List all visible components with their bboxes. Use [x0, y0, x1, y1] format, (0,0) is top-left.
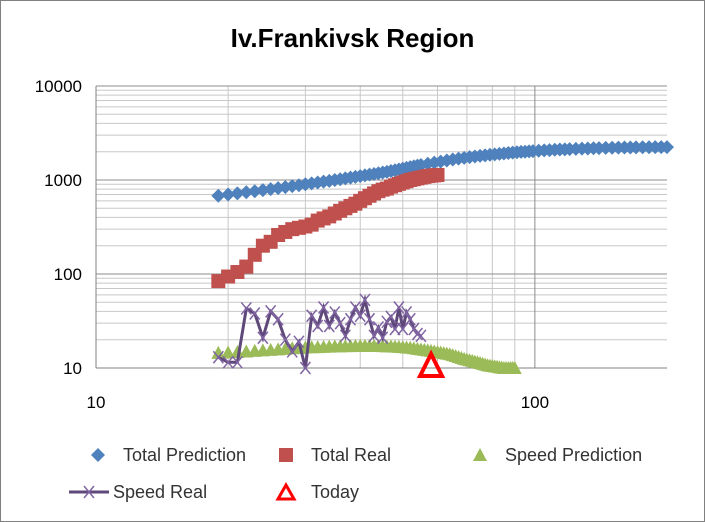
speed-real-point [393, 301, 405, 314]
speed-real-point [249, 307, 261, 320]
speed-real-point [329, 305, 341, 319]
speed-real-point [339, 329, 351, 343]
open-triangle-marker-icon [275, 481, 297, 501]
speed-prediction-point [507, 361, 522, 374]
y-tick-label: 10 [63, 359, 82, 378]
speed-real-point [257, 331, 269, 345]
speed-real-point [286, 344, 298, 358]
y-tick-label: 100 [54, 265, 82, 284]
speed-real-point [354, 309, 366, 323]
speed-real-point [415, 329, 427, 343]
speed-real-point [400, 305, 413, 319]
speed-real-point [240, 301, 252, 315]
speed-real-point [404, 312, 416, 326]
legend-label-total-real: Total Real [311, 444, 392, 465]
speed-real-point [231, 355, 243, 369]
legend-label-today: Today [311, 481, 360, 502]
chart-title: Iv.Frankivsk Region [230, 23, 475, 53]
total-real-point [430, 168, 445, 183]
speed-real-point [299, 361, 311, 375]
total-prediction-point [211, 188, 226, 203]
total-prediction-point [221, 187, 236, 202]
total-prediction-point [247, 184, 262, 199]
legend-label-speed-real: Speed Real [113, 481, 208, 502]
x-tick-label: 100 [521, 393, 549, 412]
speed-real-point [317, 301, 330, 314]
y-tick-label: 1000 [44, 171, 82, 190]
speed-prediction-point [211, 345, 226, 359]
speed-real-point [212, 350, 224, 364]
speed-real-point [368, 329, 380, 343]
speed-real-point [323, 319, 335, 333]
speed-real-point [389, 322, 401, 336]
speed-real-point [334, 316, 346, 330]
today-point [416, 349, 446, 378]
legend-item-total-prediction: Total Prediction [81, 443, 246, 467]
x-tick-label: 10 [87, 393, 106, 412]
total-real-point [239, 259, 254, 274]
speed-real-point [293, 335, 305, 349]
square-marker-icon [279, 448, 293, 462]
triangle-marker-icon [473, 448, 487, 461]
speed-real-point [411, 327, 424, 341]
diamond-marker-icon [91, 448, 105, 462]
speed-prediction-point [221, 345, 236, 359]
speed-real-point [312, 319, 324, 333]
y-tick-label: 10000 [35, 77, 82, 96]
speed-real-point [363, 312, 376, 326]
legend-item-speed-real: Speed Real [67, 480, 207, 504]
speed-real-point [279, 333, 291, 347]
speed-real-point [265, 304, 277, 318]
total-prediction-point [239, 185, 254, 200]
legend-item-total-real: Total Real [269, 443, 391, 467]
speed-real-point [306, 309, 318, 323]
line-x-marker-icon [69, 485, 109, 499]
legend-item-today: Today [269, 480, 359, 504]
speed-real-point [272, 312, 284, 326]
legend-label-speed-prediction: Speed Prediction [505, 444, 643, 465]
legend-item-speed-prediction: Speed Prediction [463, 443, 642, 467]
speed-real-point [372, 320, 384, 334]
total-prediction-point [230, 186, 245, 201]
speed-real-point [222, 355, 234, 369]
total-prediction-point [660, 140, 674, 155]
speed-real-point [359, 293, 371, 307]
speed-real-point [344, 312, 357, 326]
speed-real-point [349, 301, 361, 314]
speed-real-point [377, 331, 389, 345]
legend-label-total-prediction: Total Prediction [123, 444, 247, 465]
